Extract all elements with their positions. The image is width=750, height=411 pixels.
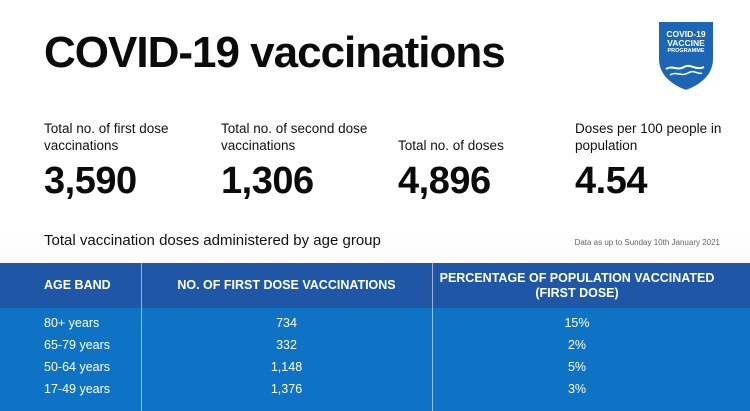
cell-age-band: 80+ years: [44, 316, 100, 330]
cell-first-dose: 332: [276, 338, 297, 352]
table-header: [0, 263, 750, 308]
vaccine-programme-logo: COVID-19 VACCINE PROGRAMME: [656, 19, 716, 92]
stat-second-dose: Total no. of second dose vaccinations 1,…: [221, 120, 386, 203]
header-percentage: PERCENTAGE OF POPULATION VACCINATED (FIR…: [439, 270, 715, 300]
cell-age-band: 65-79 years: [44, 338, 111, 352]
age-group-table: AGE BAND NO. OF FIRST DOSE VACCINATIONS …: [0, 263, 750, 411]
table-row: 65-79 years 332 2%: [0, 335, 750, 357]
logo-line-3: PROGRAMME: [667, 47, 705, 54]
cell-first-dose: 734: [276, 316, 297, 330]
cell-age-band: 50-64 years: [44, 360, 111, 374]
stat-doses-per-100: Doses per 100 people in population 4.54: [575, 120, 740, 203]
cell-first-dose: 1,148: [270, 360, 303, 374]
stat-first-dose: Total no. of first dose vaccinations 3,5…: [44, 120, 209, 203]
table-row: 17-49 years 1,376 3%: [0, 379, 750, 401]
column-divider: [432, 263, 433, 411]
table-row: 50-64 years 1,148 5%: [0, 357, 750, 379]
table-body: [0, 308, 750, 411]
stat-label: Total no. of first dose vaccinations: [44, 121, 169, 153]
logo-line-2: VACCINE: [667, 37, 705, 48]
data-date-note: Data as up to Sunday 10th January 2021: [574, 238, 720, 247]
stat-value: 4,896: [398, 160, 491, 202]
table-row: 80+ years 734 15%: [0, 313, 750, 335]
stat-value: 3,590: [44, 160, 137, 202]
cell-percentage: 15%: [564, 316, 590, 330]
cell-percentage: 5%: [567, 360, 587, 374]
header-first-dose: NO. OF FIRST DOSE VACCINATIONS: [177, 278, 396, 292]
cell-percentage: 3%: [567, 382, 587, 396]
stat-label: Doses per 100 people in population: [575, 121, 722, 153]
cell-first-dose: 1,376: [270, 382, 303, 396]
stat-value: 1,306: [221, 160, 314, 202]
page-title: COVID-19 vaccinations: [44, 28, 506, 77]
cell-age-band: 17-49 years: [44, 382, 111, 396]
logo-line-1: COVID-19: [666, 29, 706, 39]
column-divider: [141, 263, 142, 411]
cell-percentage: 2%: [567, 338, 587, 352]
stat-total-doses: Total no. of doses 4,896: [398, 120, 563, 203]
table-subtitle: Total vaccination doses administered by …: [44, 232, 381, 249]
stat-label: Total no. of doses: [398, 138, 504, 153]
stat-value: 4.54: [575, 160, 647, 202]
stat-label: Total no. of second dose vaccinations: [221, 121, 368, 153]
header-age-band: AGE BAND: [44, 278, 111, 292]
